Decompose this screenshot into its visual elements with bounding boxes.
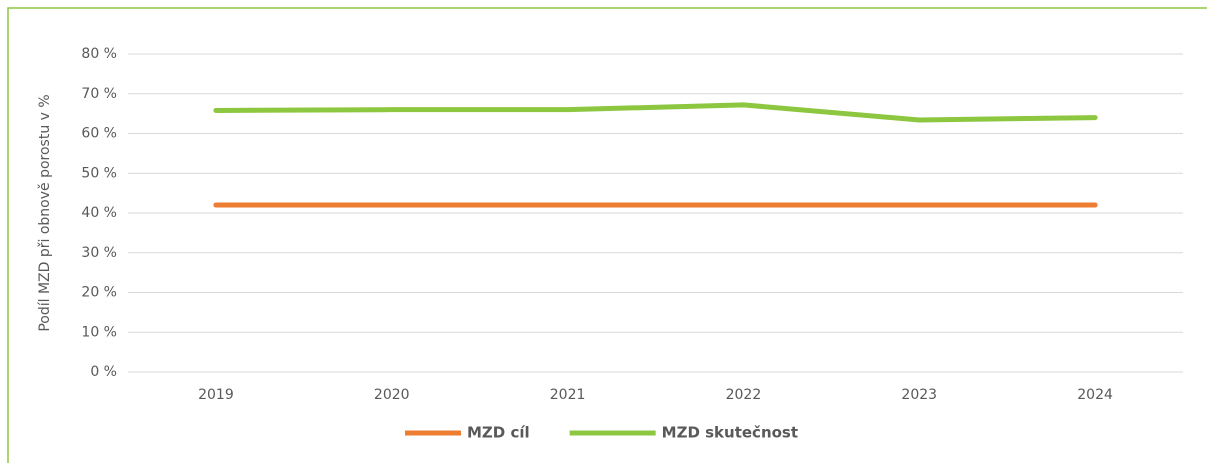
- x-tick-label: 2023: [901, 387, 937, 403]
- x-tick-label: 2024: [1077, 387, 1113, 403]
- y-tick-label: 50 %: [81, 165, 117, 181]
- y-tick-label: 70 %: [81, 86, 117, 102]
- y-tick-label: 80 %: [81, 46, 117, 62]
- x-tick-label: 2020: [374, 387, 410, 403]
- y-tick-label: 60 %: [81, 126, 117, 142]
- y-tick-label: 10 %: [81, 324, 117, 340]
- y-tick-label: 20 %: [81, 285, 117, 301]
- x-tick-label: 2021: [550, 387, 586, 403]
- legend-label: MZD cíl: [467, 424, 530, 442]
- x-tick-label: 2022: [726, 387, 762, 403]
- y-tick-label: 40 %: [81, 205, 117, 221]
- legend-label: MZD skutečnost: [662, 424, 798, 442]
- y-tick-label: 0 %: [90, 364, 117, 380]
- y-axis-label: Podíl MZD při obnově porostu v %: [37, 94, 53, 331]
- frame: [7, 7, 1207, 463]
- x-tick-label: 2019: [198, 387, 234, 403]
- y-tick-label: 30 %: [81, 245, 117, 261]
- series-line: [213, 102, 1098, 123]
